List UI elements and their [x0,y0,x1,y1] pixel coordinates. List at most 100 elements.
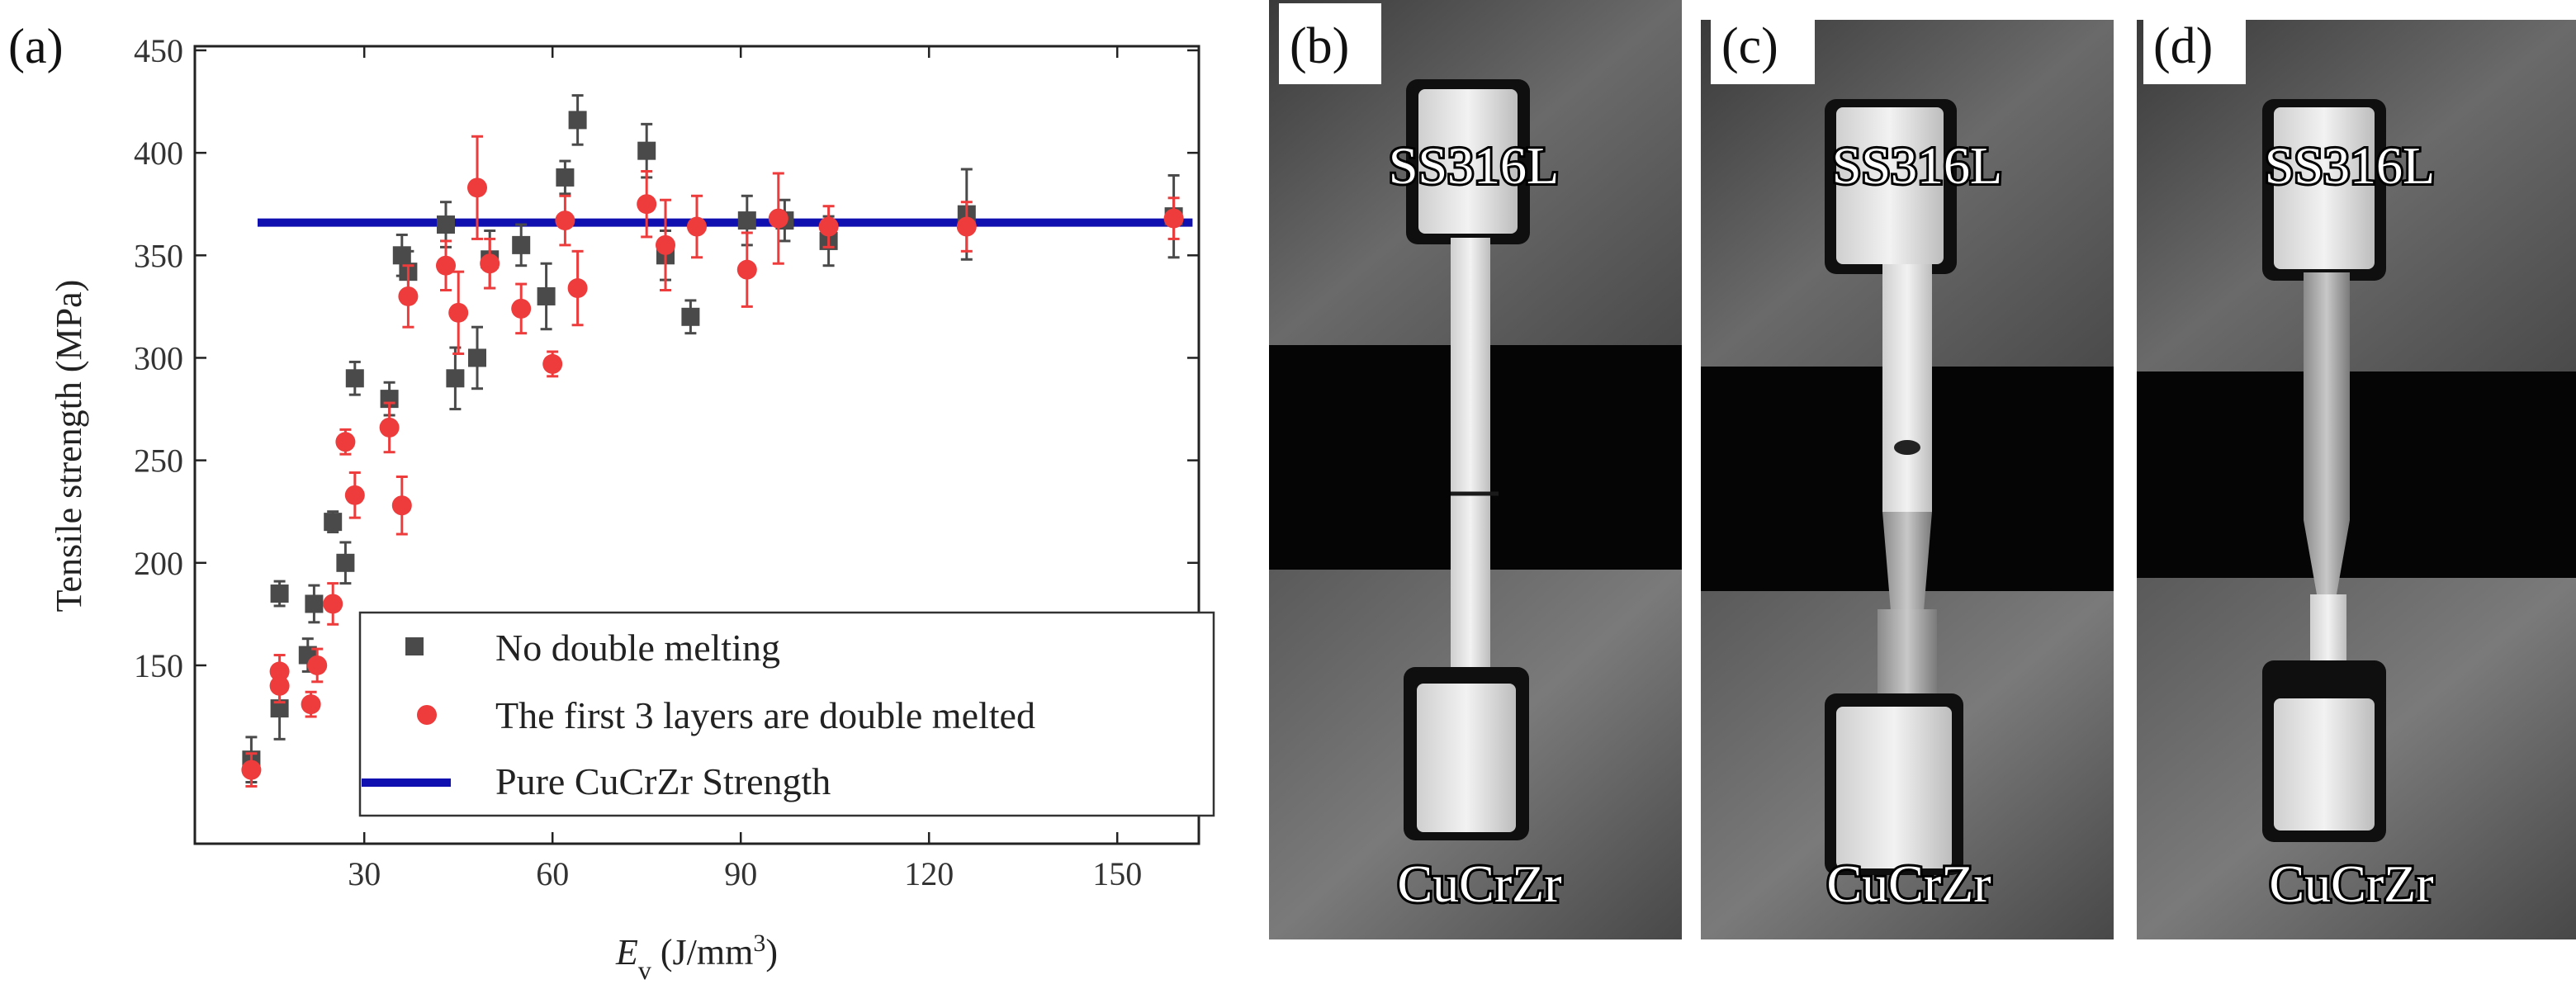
y-tick-label: 300 [134,339,183,376]
photo-c-top-grip-face [1836,107,1944,264]
data-point-circle [391,495,412,516]
data-point-circle [736,259,757,280]
photo-d-lower-neck [2310,594,2346,669]
data-point-circle [656,234,675,255]
photo-d-panel-label: (d) [2153,18,2213,74]
y-tick-label: 200 [134,545,183,582]
data-point-circle [818,216,839,237]
data-point-square [270,699,289,718]
photo-panel-b: (b) SS316L CuCrZr [1269,0,1682,939]
photo-c-necked-region [1882,512,1932,611]
data-point-square [512,235,531,254]
photo-c-top-material: SS316L [1832,136,2002,195]
photo-c-panel-label: (c) [1721,18,1778,74]
data-point-square [437,215,455,234]
legend: No double melting The first 3 layers are… [358,611,1215,817]
data-point-circle [687,216,707,237]
photo-c-gauge-lower [1878,609,1937,708]
data-point-circle [542,353,563,374]
photo-b-bottom-grip-face [1417,684,1516,832]
data-point-circle [241,759,262,780]
photo-c-bottom-grip-face [1836,707,1952,868]
legend-marker-square [405,637,424,655]
tensile-strength-chart: 150 200 250 300 350 400 450 30 60 90 120 150 Tensi… [49,32,1215,986]
photo-d-top-grip-face [2274,107,2375,269]
data-point-circle [323,594,343,614]
data-point-square [305,594,324,613]
photo-b-top-grip-face [1418,89,1518,234]
photo-c-label-box [1711,3,1815,84]
data-point-circle [398,286,419,306]
photo-d-top-material: SS316L [2265,136,2435,195]
legend-box [358,611,1215,817]
x-tick-label: 150 [1092,855,1142,892]
data-point-circle [1163,208,1184,229]
data-point-circle [301,694,321,715]
data-point-square [556,168,575,187]
photo-d-bottom-grip-face [2274,698,2375,830]
data-point-square [270,584,289,603]
data-point-circle [379,417,400,438]
x-axis-units: (J/mm [651,932,753,972]
y-tick-label: 150 [134,647,183,684]
y-tick-label: 450 [134,32,183,69]
data-point-circle [335,432,356,452]
data-point-circle [956,216,977,237]
legend-label-series1: No double melting [495,627,780,669]
photo-panel-c: (c) SS316L CuCrZr [1701,3,2114,939]
photo-panel-d: (d) SS316L CuCrZr [2137,3,2576,939]
x-axis-title: Ev (J/mm3) [615,930,778,986]
x-tick-label: 30 [348,855,381,892]
data-point-circle [768,208,788,229]
y-tick-label: 350 [134,237,183,274]
data-point-square [537,286,556,305]
data-point-square [468,348,486,367]
x-tick-label: 90 [724,855,757,892]
data-point-circle [480,253,500,274]
data-point-circle [637,194,657,215]
data-point-square [568,111,587,130]
x-tick-labels: 30 60 90 120 150 [348,855,1142,892]
data-point-square [737,211,756,230]
data-point-circle [555,211,575,231]
x-axis-subscript: v [638,955,651,985]
data-point-square [324,513,343,532]
photo-d-label-box [2143,3,2246,84]
y-tick-label: 400 [134,135,183,172]
data-point-circle [448,302,469,323]
panel-a-label: (a) [8,19,64,73]
plot-frame [193,45,1200,845]
data-point-circle [567,278,588,299]
y-tick-labels: 150 200 250 300 350 400 450 [134,32,183,684]
photo-d-gap [2137,371,2576,578]
x-axis-exponent: 3 [753,930,765,957]
photo-c-bottom-material: CuCrZr [1826,854,1991,913]
data-point-square [336,553,355,572]
photo-d-gauge [2304,272,2350,594]
x-axis-symbol: E [615,932,638,972]
data-point-square [637,141,656,160]
photo-b-panel-label: (b) [1290,18,1349,74]
legend-label-reference: Pure CuCrZr Strength [495,760,831,802]
x-tick-label: 60 [536,855,569,892]
data-point-circle [307,655,328,675]
legend-label-series2: The first 3 layers are double melted [495,694,1035,736]
photo-b-label-box [1279,3,1381,84]
data-point-circle [269,675,290,696]
x-axis-close: ) [765,932,778,972]
photo-c-gauge-upper [1882,264,1932,512]
series-double-melted [241,135,1184,788]
photo-c-void-mark [1894,440,1920,455]
data-point-circle [436,255,456,276]
photo-b-top-material: SS316L [1389,136,1559,195]
data-point-square [681,307,700,326]
legend-marker-circle [417,705,437,725]
axis-ticks [195,46,1199,844]
x-tick-label: 120 [904,855,954,892]
y-axis-title: Tensile strength (MPa) [49,280,89,613]
y-tick-label: 250 [134,442,183,480]
data-point-circle [467,177,487,198]
data-point-square [345,369,364,388]
data-point-square [446,369,465,388]
